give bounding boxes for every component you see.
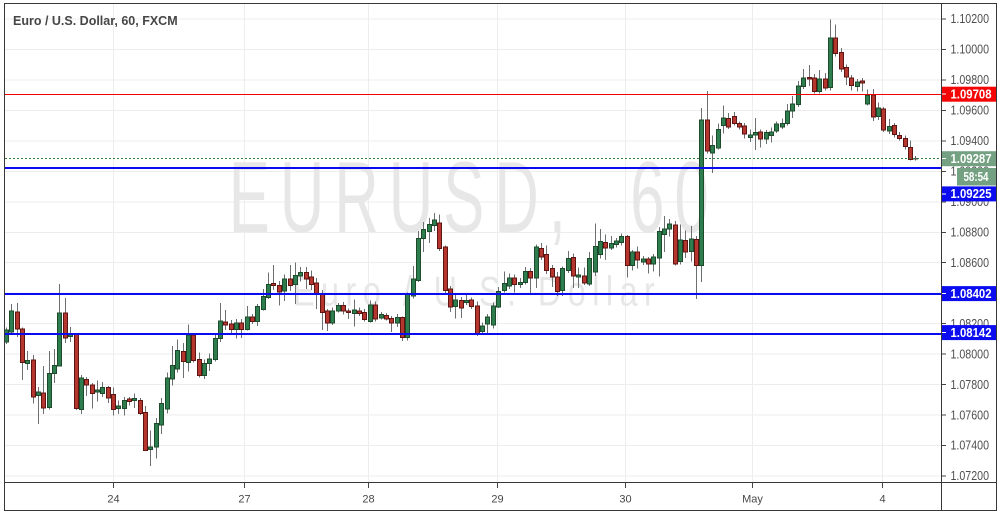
svg-text:1.09708: 1.09708 (951, 88, 992, 102)
svg-text:1.09287: 1.09287 (951, 152, 992, 166)
svg-text:1.09400: 1.09400 (951, 134, 990, 148)
svg-text:29: 29 (491, 494, 503, 506)
svg-text:24: 24 (107, 494, 119, 506)
svg-text:28: 28 (362, 494, 374, 506)
svg-text:1.09225: 1.09225 (951, 187, 992, 201)
svg-text:1.08800: 1.08800 (951, 226, 990, 240)
svg-text:1.09600: 1.09600 (951, 104, 990, 118)
svg-text:1.07200: 1.07200 (951, 469, 990, 483)
svg-text:58:54: 58:54 (964, 170, 989, 184)
svg-text:1.08000: 1.08000 (951, 347, 990, 361)
svg-text:Euro / U.S. Dollar, 60, FXCM: Euro / U.S. Dollar, 60, FXCM (13, 14, 178, 28)
svg-text:May: May (742, 494, 763, 506)
svg-text:1.08142: 1.08142 (951, 326, 992, 340)
svg-text:1.07400: 1.07400 (951, 439, 990, 453)
svg-text:1.10000: 1.10000 (951, 43, 990, 57)
svg-text:1.10200: 1.10200 (951, 12, 990, 26)
svg-text:1.08402: 1.08402 (951, 287, 992, 301)
svg-text:30: 30 (619, 494, 631, 506)
svg-text:1.08600: 1.08600 (951, 256, 990, 270)
svg-text:1.07600: 1.07600 (951, 408, 990, 422)
svg-text:1.07800: 1.07800 (951, 378, 990, 392)
svg-text:4: 4 (879, 494, 885, 506)
svg-text:27: 27 (238, 494, 250, 506)
svg-text:EURUSD, 60: EURUSD, 60 (229, 140, 719, 254)
svg-text:1.09800: 1.09800 (951, 73, 990, 87)
